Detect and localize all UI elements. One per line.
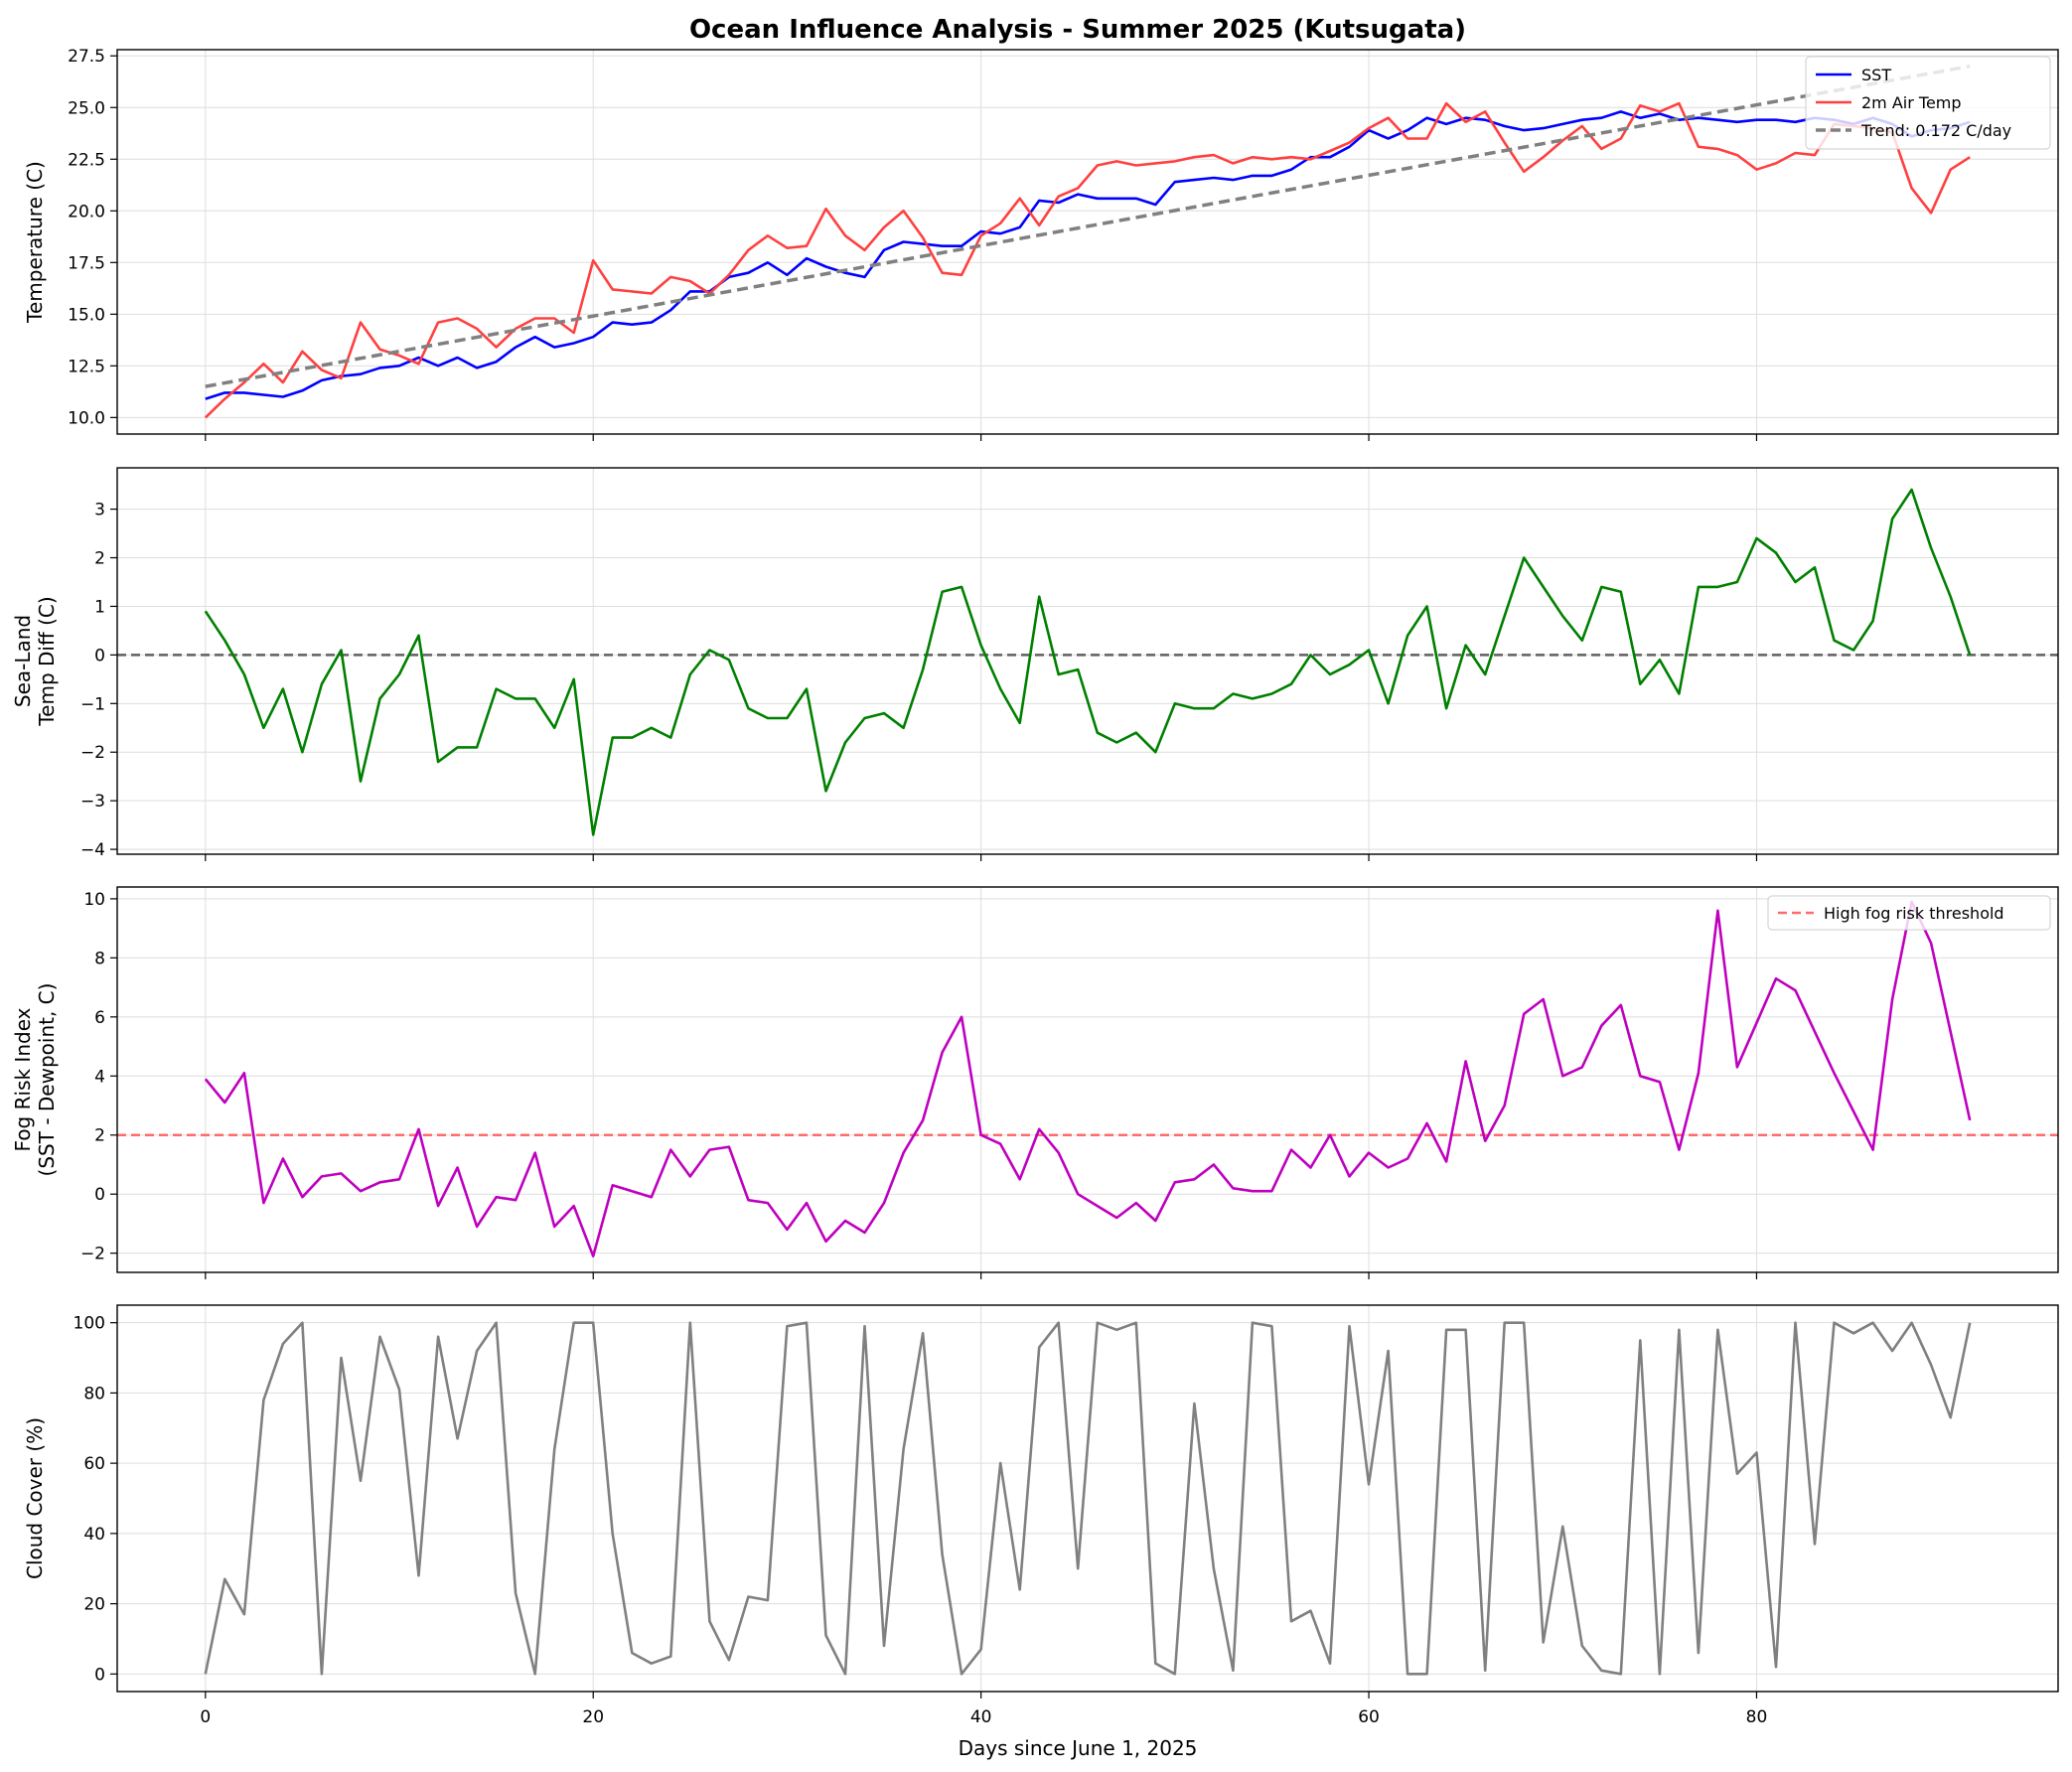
subplot-4: 0 20 40 60 80 0 20 40 60 80 100 Cloud Cover (%) [23, 1304, 2059, 1727]
y-tick-label: 12.5 [68, 357, 105, 376]
y-tick-label: 0 [94, 646, 105, 665]
plot-frame [116, 467, 2059, 855]
legend-label: 2m Air Temp [1861, 93, 1962, 112]
y-tick-label: 17.5 [68, 253, 105, 273]
y-tick-label: 2 [94, 1126, 105, 1146]
y-tick-label: −2 [80, 743, 105, 763]
subplot-3: −2 0 2 4 6 8 10 Fog Risk Index(SST - Dewpoint, … [11, 886, 2059, 1279]
subplots: 10.0 12.5 15.0 17.5 20.0 22.5 25.0 27.5 Temperat… [11, 47, 2059, 1727]
legend-label: High fog risk threshold [1824, 904, 2004, 923]
legend: SST 2m Air Temp Trend: 0.172 C/day [1805, 56, 2051, 150]
y-axis-label: Temperature (C) [23, 161, 47, 324]
plot-frame [116, 49, 2059, 435]
y-axis-label: Sea-LandTemp Diff (C) [11, 596, 59, 726]
legend: High fog risk threshold [1767, 895, 2051, 931]
y-tick-label: 0 [94, 1665, 105, 1685]
y-tick-label: 3 [94, 501, 105, 520]
y-axis-label-line: Sea-Land [11, 615, 35, 707]
y-tick-label: 25.0 [68, 98, 105, 118]
y-tick-label: 6 [94, 1008, 105, 1028]
y-tick-label: −1 [80, 694, 105, 714]
y-tick-label: −4 [80, 840, 105, 860]
x-tick-label: 0 [200, 1707, 211, 1727]
x-axis-label: Days since June 1, 2025 [959, 1736, 1198, 1760]
y-tick-label: 4 [94, 1067, 105, 1087]
x-tick-label: 40 [970, 1707, 992, 1727]
plot-frame [116, 886, 2059, 1273]
series-line [204, 900, 1972, 1257]
y-tick-label: 10.0 [68, 408, 105, 428]
series-trend-0-172-c-day [205, 64, 1971, 388]
y-tick-label: 10 [83, 890, 105, 910]
series-line [204, 488, 1972, 836]
x-tick-label: 20 [582, 1707, 604, 1727]
y-tick-label: 1 [94, 597, 105, 617]
legend-label: Trend: 0.172 C/day [1860, 121, 2011, 140]
y-tick-label: 2 [94, 549, 105, 569]
y-tick-label: 27.5 [68, 47, 105, 67]
y-tick-label: 22.5 [68, 150, 105, 170]
subplot-2: −4 −3 −2 −1 0 1 2 3 Sea-LandTemp Diff (C) [11, 467, 2059, 861]
y-tick-label: 80 [83, 1384, 105, 1403]
y-tick-label: 40 [83, 1525, 105, 1545]
y-tick-label: −2 [80, 1245, 105, 1264]
y-tick-label: 20.0 [68, 202, 105, 222]
y-tick-label: 8 [94, 949, 105, 968]
y-tick-label: −3 [80, 792, 105, 812]
legend-box [1805, 56, 2051, 150]
plot-frame [116, 1304, 2059, 1693]
y-axis-label-line: Fog Risk Index [11, 1007, 35, 1151]
y-axis-label-line: (SST - Dewpoint, C) [35, 983, 59, 1177]
y-tick-label: 15.0 [68, 305, 105, 325]
y-axis-label: Cloud Cover (%) [23, 1417, 47, 1579]
figure-title: Ocean Influence Analysis - Summer 2025 (… [689, 15, 1466, 45]
x-tick-label: 60 [1358, 1707, 1380, 1727]
y-tick-label: 100 [74, 1314, 105, 1334]
subplot-1: 10.0 12.5 15.0 17.5 20.0 22.5 25.0 27.5 Temperat… [23, 47, 2059, 441]
y-axis-label-line: Temp Diff (C) [35, 596, 59, 726]
legend-box [1767, 895, 2051, 931]
y-axis-label: Fog Risk Index(SST - Dewpoint, C) [11, 983, 59, 1177]
series-2m-air-temp [204, 101, 1971, 419]
y-tick-label: 60 [83, 1454, 105, 1474]
x-tick-label: 80 [1746, 1707, 1768, 1727]
y-tick-label: 0 [94, 1185, 105, 1205]
series-line [204, 1321, 1972, 1676]
legend-label: SST [1861, 66, 1891, 84]
y-tick-label: 20 [83, 1595, 105, 1615]
